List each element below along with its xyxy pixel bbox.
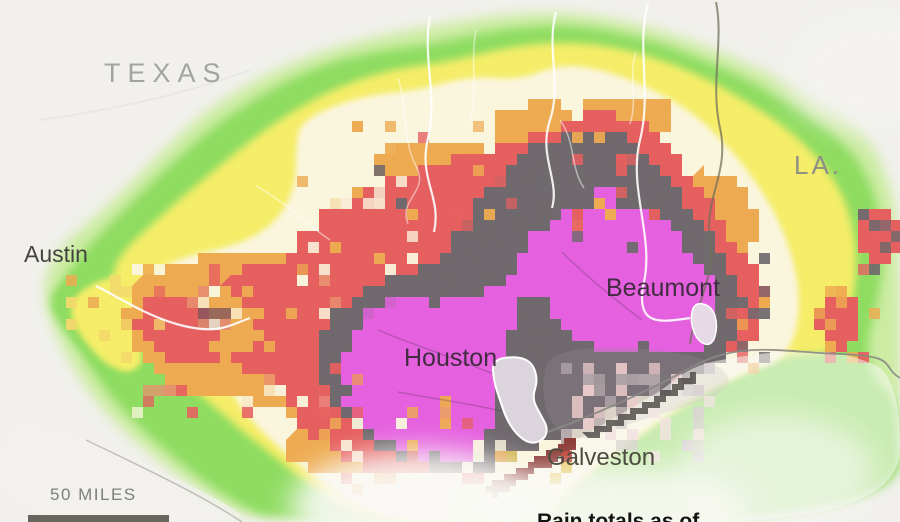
scale-bar bbox=[28, 515, 169, 522]
cut-off-caption: Rain totals as of bbox=[537, 510, 700, 522]
